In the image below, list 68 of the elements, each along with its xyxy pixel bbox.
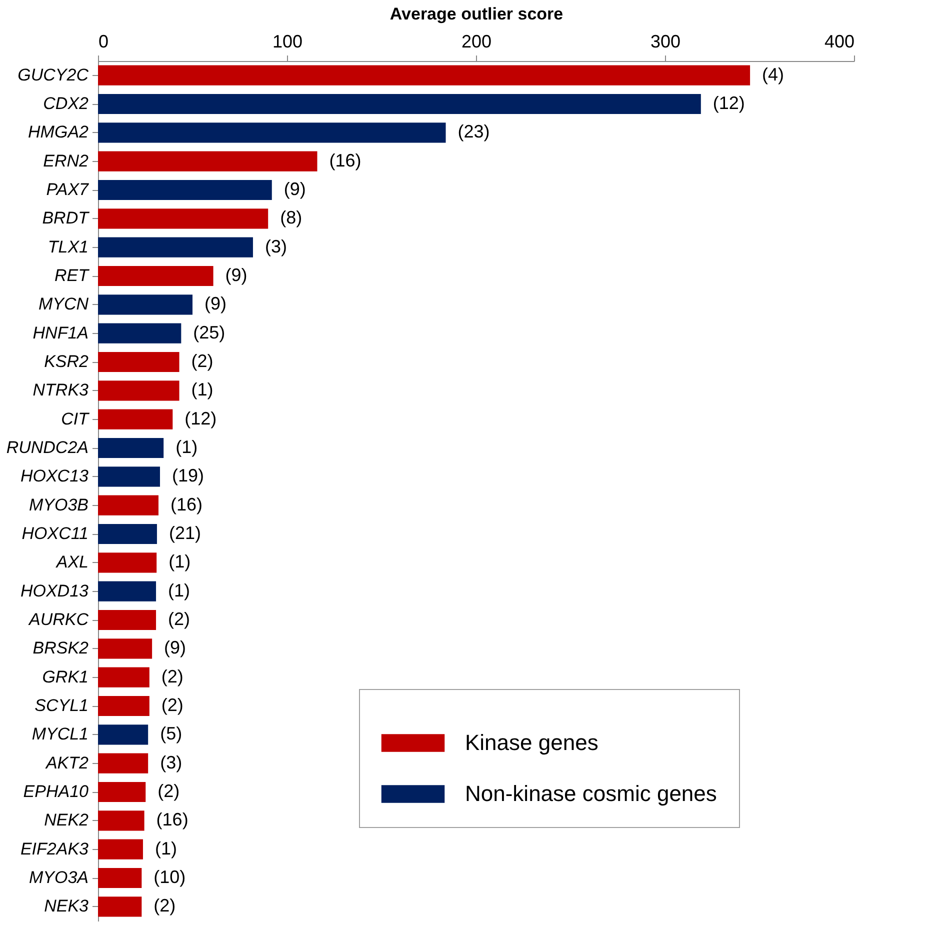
annotation: (1)	[176, 437, 198, 457]
y-tick-label: AKT2	[44, 753, 90, 772]
y-tick-label: HMGA2	[28, 122, 90, 142]
annotation: (9)	[164, 638, 186, 658]
y-tick-label: BRDT	[42, 208, 90, 228]
y-tick-label: EPHA10	[23, 782, 90, 801]
annotation: (2)	[154, 896, 176, 916]
y-tick-label: RUNDC2A	[6, 438, 88, 457]
annotation: (3)	[160, 752, 182, 772]
annotation: (3)	[264, 236, 287, 256]
annotation: (23)	[458, 122, 490, 142]
annotation: (16)	[170, 494, 202, 514]
annotation: (5)	[160, 724, 182, 744]
y-tick-label: RET	[54, 266, 90, 285]
y-tick-label: MYCN	[38, 294, 90, 314]
annotation: (16)	[156, 810, 188, 830]
y-tick-label: KSR2	[44, 352, 90, 371]
x-tick-label: 100	[272, 32, 303, 52]
x-tick-label: 0	[98, 32, 109, 52]
y-tick-label: HOXC11	[22, 524, 88, 543]
y-tick-label: MYO3A	[28, 868, 88, 887]
y-tick-label: BRSK2	[32, 638, 90, 658]
annotation: (1)	[168, 552, 191, 572]
annotation: (25)	[193, 322, 226, 342]
legend-label: Non-kinase cosmic genes	[465, 781, 717, 806]
legend-label: Kinase genes	[465, 730, 598, 755]
x-tick-label: 400	[824, 32, 854, 52]
y-tick-label: MYCL1	[32, 724, 88, 744]
x-tick-label: 200	[461, 32, 492, 52]
annotation: (1)	[154, 838, 177, 858]
annotation: (2)	[191, 351, 214, 371]
annotation: (2)	[161, 666, 184, 686]
y-tick-label: HOXD13	[20, 581, 90, 600]
y-tick-label: AXL	[55, 552, 88, 572]
y-tick-label: NEK3	[44, 896, 90, 916]
y-tick-label: GUCY2C	[18, 65, 90, 84]
annotation: (21)	[168, 523, 201, 543]
annotation: (19)	[172, 466, 204, 486]
y-tick-label: SCYL1	[34, 696, 88, 715]
x-axis-title: Average outlier score	[390, 4, 564, 24]
y-tick-label: TLX1	[48, 237, 88, 256]
annotation: (1)	[168, 580, 190, 600]
annotation: (12)	[184, 408, 217, 428]
annotation: (16)	[329, 150, 362, 170]
y-tick-label: MYO3B	[28, 495, 88, 514]
annotation: (9)	[225, 265, 248, 285]
annotation: (1)	[191, 380, 214, 400]
y-tick-label: EIF2AK3	[20, 839, 90, 858]
annotation: (10)	[154, 867, 186, 887]
y-tick-label: HOXC13	[20, 466, 90, 486]
y-tick-label: NEK2	[44, 810, 90, 830]
y-tick-label: ERN2	[43, 151, 90, 170]
annotation: (9)	[204, 294, 226, 314]
annotation: (2)	[161, 695, 184, 715]
y-tick-label: HNF1A	[32, 323, 88, 342]
annotation: (9)	[284, 179, 306, 199]
y-tick-label: AURKC	[28, 610, 90, 629]
annotation: (8)	[280, 208, 302, 228]
y-tick-label: GRK1	[42, 667, 88, 686]
x-tick-label: 300	[650, 32, 681, 52]
annotation: (12)	[712, 93, 745, 113]
y-tick-label: NTRK3	[32, 380, 90, 400]
y-tick-label: PAX7	[46, 180, 90, 199]
y-tick-label: CDX2	[43, 94, 90, 113]
annotation: (4)	[762, 64, 784, 84]
annotation: (2)	[168, 609, 190, 629]
annotation: (2)	[158, 781, 180, 801]
y-tick-label: CIT	[61, 409, 90, 428]
